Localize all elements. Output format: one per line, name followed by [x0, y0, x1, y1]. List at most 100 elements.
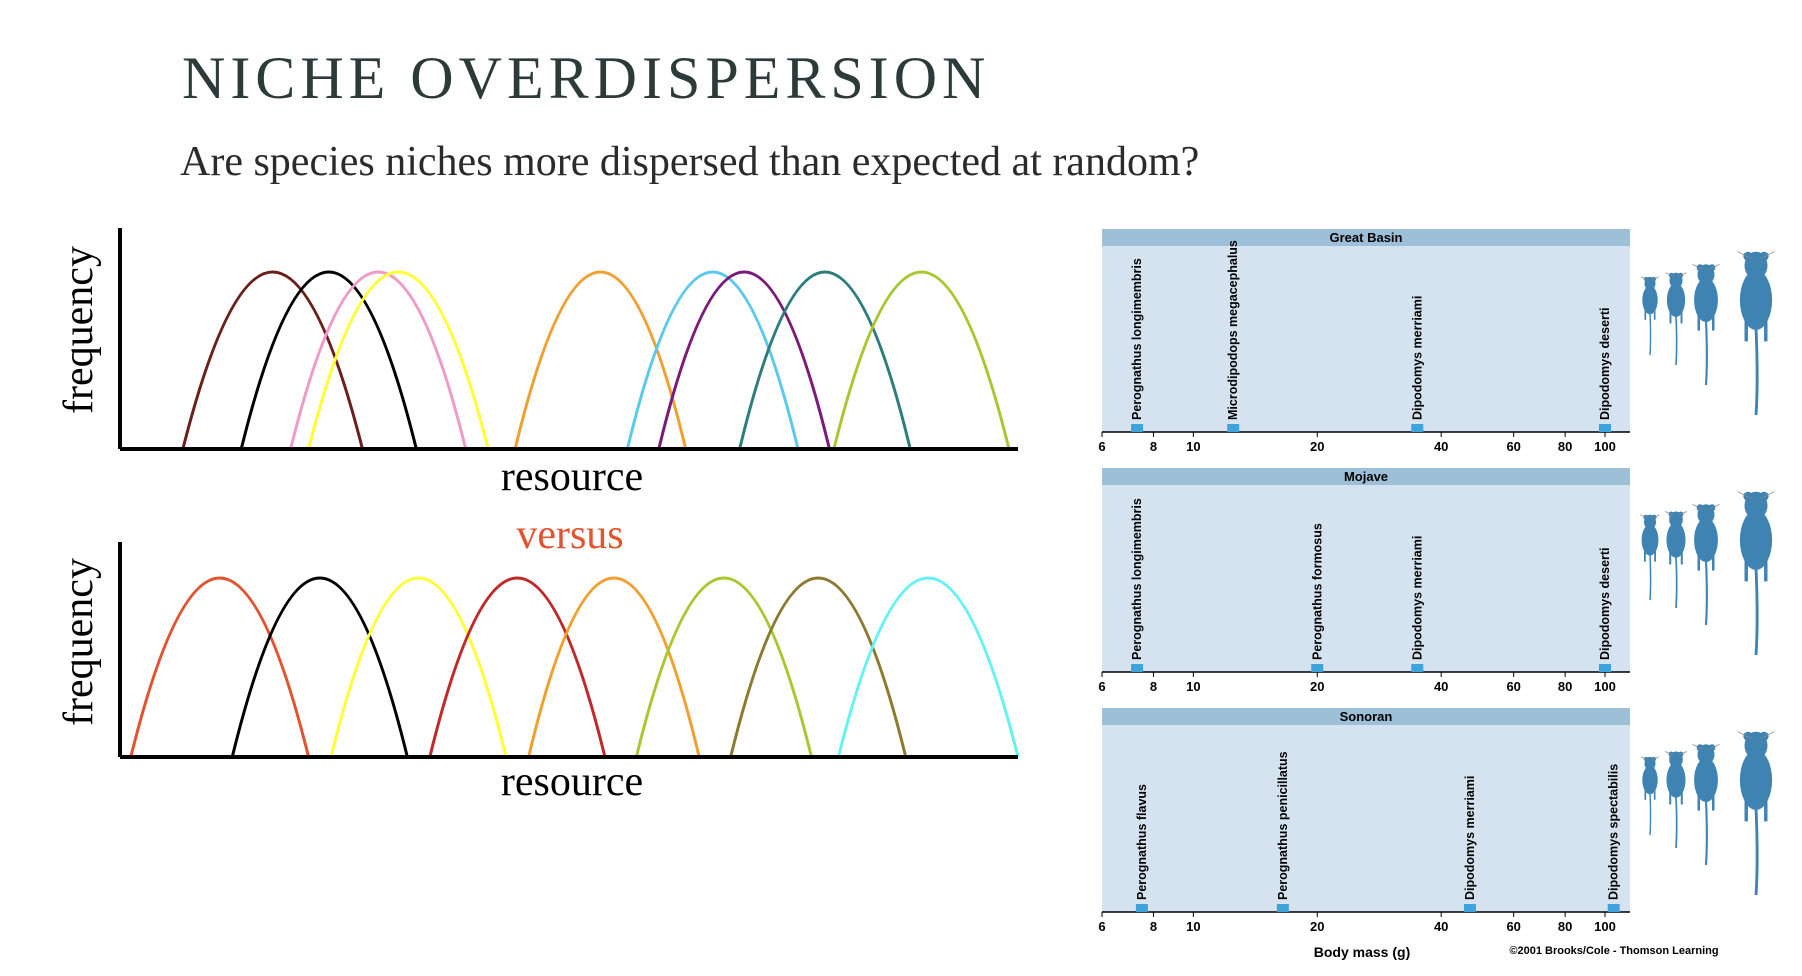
dispersed-niche-panel: frequency resource [56, 542, 1020, 800]
species-marker [1311, 664, 1324, 672]
species-label: Dipodomys spectabilis [1607, 764, 1621, 900]
niche-curve-0-6 [657, 270, 831, 450]
species-label: Dipodomys deserti [1598, 547, 1612, 660]
axis-tick-label: 80 [1558, 919, 1572, 934]
rodent-icon [1664, 511, 1688, 609]
rodent-icon [1665, 272, 1687, 366]
species-marker [1411, 424, 1424, 432]
desert-panels: Great Basin 6 8 10 20 40 60 80 100 Perognathus lo… [1098, 229, 1630, 934]
niche-curve-0-3 [307, 270, 490, 450]
species-marker [1411, 664, 1424, 672]
species-label: Perognathus longimembris [1130, 498, 1144, 660]
axis-tick-label: 10 [1186, 679, 1200, 694]
panel-title: Mojave [1344, 469, 1388, 484]
rodent-icon [1664, 751, 1688, 849]
panel-header-band [1102, 708, 1630, 725]
niche-curve-1-3 [428, 576, 607, 758]
y-axis-label-top: frequency [56, 246, 102, 414]
axis-tick-label: 6 [1098, 439, 1105, 454]
rodent-icon [1737, 251, 1775, 416]
niche-curve-0-1 [239, 270, 418, 450]
panel-title: Great Basin [1330, 230, 1403, 245]
y-axis-label-bottom: frequency [56, 558, 102, 726]
species-label: Dipodomys merriami [1410, 296, 1424, 420]
overlapping-niche-panel: frequency resource [56, 228, 1018, 500]
panel-background [1102, 708, 1630, 912]
niche-curves-figure: frequency resource versus frequency reso… [56, 228, 1020, 800]
rodent-silhouettes [1640, 251, 1775, 896]
axis-tick-label: 8 [1150, 439, 1157, 454]
rodent-icon [1641, 276, 1659, 356]
niche-curve-1-0 [129, 576, 311, 758]
species-marker [1607, 904, 1620, 912]
panel-background [1102, 468, 1630, 672]
niche-curve-1-7 [836, 576, 1020, 758]
axis-tick-label: 8 [1150, 679, 1157, 694]
axis-tick-label: 10 [1186, 919, 1200, 934]
rodent-icon [1692, 743, 1720, 866]
versus-label: versus [516, 512, 623, 558]
species-marker [1131, 664, 1144, 672]
niche-curve-0-5 [625, 270, 800, 450]
rodent-icon [1737, 491, 1775, 656]
niche-curve-0-2 [289, 270, 468, 450]
rodent-icon [1692, 263, 1720, 386]
axis-tick-label: 20 [1310, 439, 1324, 454]
species-marker [1599, 664, 1612, 672]
species-marker [1131, 424, 1144, 432]
panel-title: Sonoran [1340, 709, 1393, 724]
niche-curve-0-8 [832, 270, 1011, 450]
rodent-icon [1641, 756, 1659, 836]
axis-tick-label: 60 [1506, 679, 1520, 694]
axis-tick-label: 10 [1186, 439, 1200, 454]
axis-tick-label: 20 [1310, 679, 1324, 694]
niche-curve-1-1 [230, 576, 409, 758]
axis-tick-label: 100 [1594, 439, 1616, 454]
axis-tick-label: 20 [1310, 919, 1324, 934]
x-axis-label-bottom: resource [501, 759, 643, 800]
niche-curve-0-7 [738, 270, 912, 450]
axis-tick-label: 100 [1594, 679, 1616, 694]
species-marker [1276, 904, 1289, 912]
axis-tick-label: 40 [1434, 919, 1448, 934]
panel-header-band [1102, 229, 1630, 246]
niche-curve-1-2 [329, 576, 508, 758]
panel-background [1102, 229, 1630, 432]
axis-tick-label: 80 [1558, 439, 1572, 454]
dispersed-curves [129, 576, 1020, 758]
rodent-icon [1737, 731, 1775, 896]
niche-curve-1-6 [729, 576, 908, 758]
slide-subtitle: Are species niches more dispersed than e… [180, 139, 1200, 185]
axis-tick-label: 6 [1098, 679, 1105, 694]
desert-panel-mojave: Mojave 6 8 10 20 40 60 80 100 Perognathus longime… [1098, 468, 1630, 694]
axis-tick-label: 100 [1594, 919, 1616, 934]
species-marker [1135, 904, 1148, 912]
axis-tick-label: 6 [1098, 919, 1105, 934]
niche-curve-0-0 [181, 270, 364, 450]
species-label: Dipodomys deserti [1598, 307, 1612, 420]
axis-tick-label: 40 [1434, 439, 1448, 454]
axis-tick-label: 8 [1150, 919, 1157, 934]
panel-header-band [1102, 468, 1630, 485]
species-label: Dipodomys merriami [1463, 776, 1477, 900]
species-label: Perognathus longimembris [1130, 258, 1144, 420]
desert-panel-great-basin: Great Basin 6 8 10 20 40 60 80 100 Perognathus lo… [1098, 229, 1630, 454]
x-axis-label-top: resource [501, 454, 643, 500]
axis-tick-label: 60 [1506, 439, 1520, 454]
niche-curve-1-4 [527, 576, 701, 758]
species-label: Perognathus flavus [1135, 784, 1149, 900]
species-label: Perognathus formosus [1310, 523, 1324, 660]
species-marker [1599, 424, 1612, 432]
species-label: Perognathus penicillatus [1276, 751, 1290, 900]
species-marker [1464, 904, 1477, 912]
axis-tick-label: 80 [1558, 679, 1572, 694]
rodent-icon [1640, 514, 1660, 601]
axis-tick-label: 40 [1434, 679, 1448, 694]
overlapping-curves [181, 270, 1011, 450]
slide-title: NICHE OVERDISPERSION [182, 45, 991, 111]
rodent-icon [1692, 503, 1720, 626]
desert-panel-sonoran: Sonoran 6 8 10 20 40 60 80 100 Perognathus flavus… [1098, 708, 1630, 934]
species-label: Microdipodops megacephalus [1226, 240, 1240, 420]
copyright-credit: ©2001 Brooks/Cole - Thomson Learning [1509, 945, 1718, 957]
